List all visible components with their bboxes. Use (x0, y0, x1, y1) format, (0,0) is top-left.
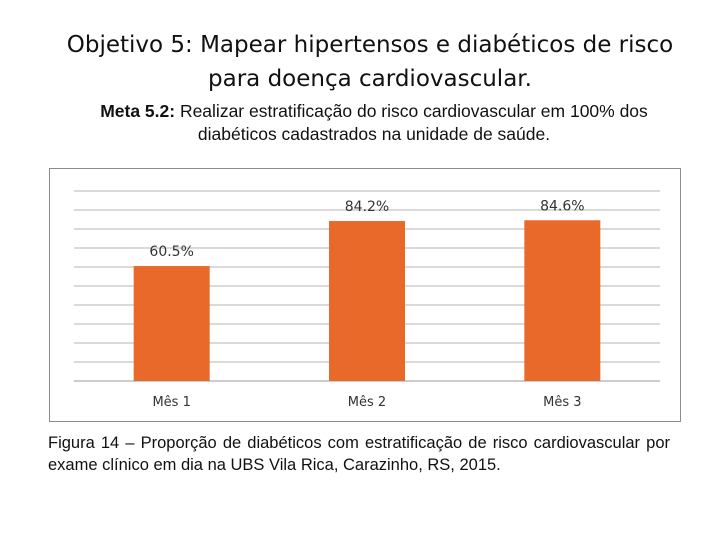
bars (133, 220, 601, 381)
slide-title-line1: Objetivo 5: Mapear hipertensos e diabéti… (66, 32, 674, 58)
data-label-2: 84.2% (345, 199, 389, 215)
slide-title-line2: para doença cardiovascular. (208, 66, 532, 92)
goal-text-line2: diabéticos cadastrados na unidade de saú… (197, 124, 551, 144)
goal-description: Meta 5.2: Realizar estratificação do ris… (44, 100, 704, 146)
category-label-2: Mês 2 (348, 395, 386, 410)
category-labels: Mês 1 Mês 2 Mês 3 (152, 395, 581, 410)
bar-1 (133, 266, 210, 381)
data-label-3: 84.6% (540, 198, 584, 214)
data-label-1: 60.5% (149, 244, 193, 260)
bar-2 (329, 221, 405, 381)
data-labels: 60.5% 84.2% 84.6% (149, 198, 584, 260)
goal-line1: Meta 5.2: Realizar estratificação do ris… (44, 100, 704, 123)
slide-title: Objetivo 5: Mapear hipertensos e diabéti… (40, 28, 700, 96)
bar-chart: 60.5% 84.2% 84.6% Mês 1 Mês 2 Mês 3 (74, 190, 660, 410)
bar-3 (524, 220, 601, 381)
chart-frame: 60.5% 84.2% 84.6% Mês 1 Mês 2 Mês 3 (49, 168, 681, 422)
figure-caption: Figura 14 – Proporção de diabéticos com … (48, 434, 670, 474)
goal-label: Meta 5.2: (100, 101, 176, 121)
category-label-3: Mês 3 (543, 395, 581, 410)
category-label-1: Mês 1 (152, 395, 190, 410)
goal-text-line1: Realizar estratificação do risco cardiov… (175, 101, 648, 121)
